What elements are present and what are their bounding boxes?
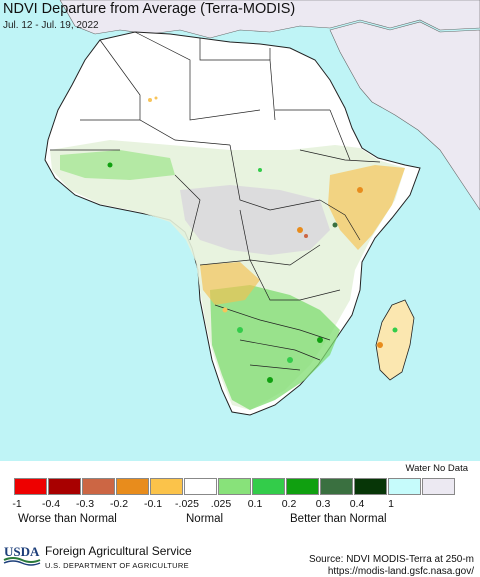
legend-swatch-6 — [218, 478, 251, 495]
legend-tick-label: -0.3 — [75, 498, 95, 510]
date-range: Jul. 12 - Jul. 19, 2022 — [3, 20, 99, 31]
data-source: Source: NDVI MODIS-Terra at 250-m — [308, 554, 474, 565]
legend-swatch-2 — [82, 478, 115, 495]
map-title: NDVI Departure from Average (Terra-MODIS… — [3, 1, 296, 17]
better-than-normal-caption: Better than Normal — [290, 513, 387, 525]
legend-ticks: -1 -0.4 -0.3 -0.2 -0.1 -.025 .025 0.1 0.2 0.3 0.4 1 — [0, 498, 480, 512]
legend-tick-label: 0.1 — [247, 498, 263, 510]
central-gray-zone — [180, 185, 330, 255]
legend-swatch-5 — [184, 478, 217, 495]
east-dry-zone — [328, 165, 405, 250]
legend-tick-label: -1 — [12, 498, 22, 510]
legend-tick-label: -0.4 — [41, 498, 61, 510]
worse-than-normal-caption: Worse than Normal — [18, 513, 117, 525]
southern-green-zone — [210, 285, 340, 410]
legend-swatch-9 — [320, 478, 353, 495]
legend-swatch-12 — [422, 478, 455, 495]
legend-swatch-11 — [388, 478, 421, 495]
source-url[interactable]: https://modis-land.gsfc.nasa.gov/ — [327, 566, 474, 577]
legend-swatch-1 — [48, 478, 81, 495]
legend-tick-label: 0.2 — [281, 498, 297, 510]
legend-tick-label: -0.1 — [143, 498, 163, 510]
water-no-data-label: Water No Data — [405, 463, 468, 474]
legend-swatch-3 — [116, 478, 149, 495]
legend-swatch-7 — [252, 478, 285, 495]
legend-swatch-4 — [150, 478, 183, 495]
agency-name: Foreign Agricultural Service — [45, 544, 192, 558]
legend-tick-label: 1 — [388, 498, 394, 510]
madagascar — [375, 299, 415, 381]
vegetation-speckle — [107, 96, 398, 383]
department-name: U.S. DEPARTMENT OF AGRICULTURE — [45, 561, 189, 570]
footer: USDA Foreign Agricultural Service U.S. D… — [0, 541, 480, 577]
legend-swatch-0 — [14, 478, 47, 495]
angola-dry-zone — [200, 262, 260, 305]
svg-text:USDA: USDA — [4, 544, 40, 559]
legend-tick-label: -.025 — [175, 498, 199, 510]
legend-tick-label: 0.3 — [315, 498, 331, 510]
country-borders — [50, 31, 381, 371]
legend-swatch-row — [14, 478, 456, 495]
legend-swatch-10 — [354, 478, 387, 495]
map-panel: NDVI Departure from Average (Terra-MODIS… — [0, 0, 480, 461]
africa-map — [44, 0, 480, 416]
legend-tick-label: .025 — [210, 498, 232, 510]
middle-east-landmass — [329, 21, 480, 211]
normal-caption: Normal — [186, 513, 224, 525]
usda-logo: USDA — [3, 544, 41, 566]
west-green-zone — [60, 150, 175, 180]
europe-landmass — [59, 0, 480, 39]
legend-tick-label: -0.2 — [109, 498, 129, 510]
legend-swatch-8 — [286, 478, 319, 495]
legend-tick-label: 0.4 — [349, 498, 365, 510]
legend: Water No Data -1 -0.4 -0.3 -0.2 -0.1 -.025 .02… — [0, 461, 480, 541]
